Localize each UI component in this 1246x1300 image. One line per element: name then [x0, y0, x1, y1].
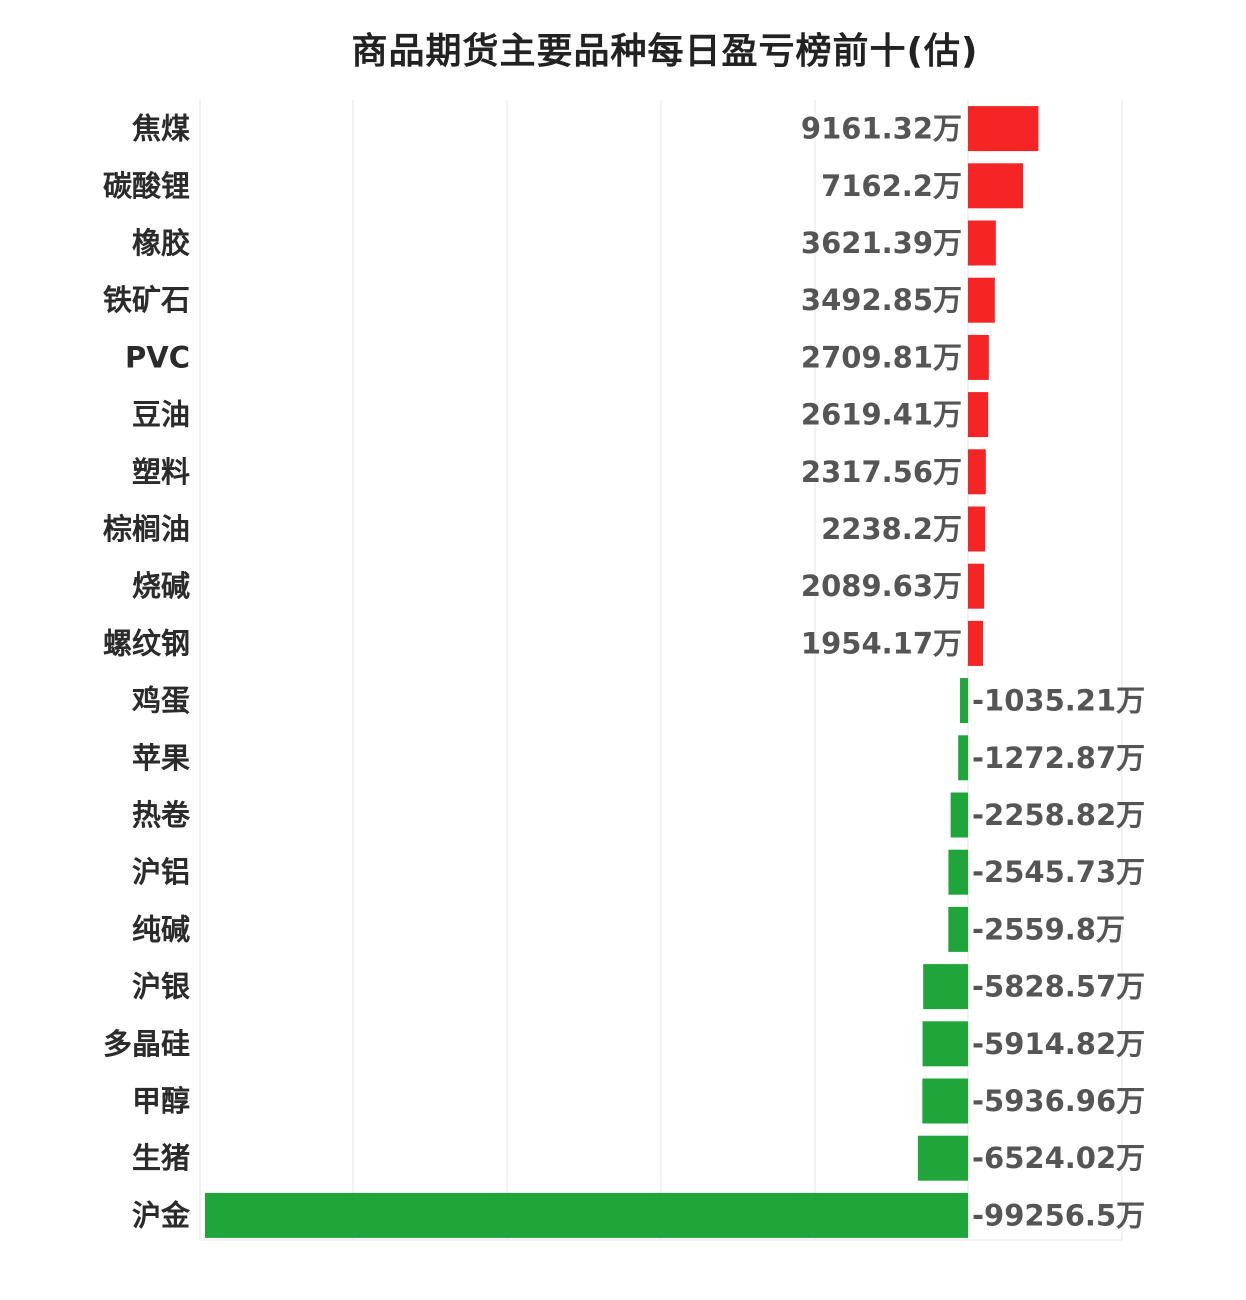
value-label: -5936.96万	[972, 1084, 1145, 1118]
bar-4	[968, 334, 989, 380]
category-label: PVC	[125, 340, 190, 374]
value-label: 2619.41万	[801, 398, 962, 432]
category-label: 生猪	[132, 1141, 190, 1175]
value-label: 3621.39万	[801, 226, 962, 260]
category-label: 豆油	[132, 398, 190, 432]
bar-3	[968, 277, 995, 323]
bar-7	[968, 506, 986, 552]
bar-18	[917, 1135, 968, 1181]
category-label: 螺纹钢	[103, 626, 190, 660]
value-label: 7162.2万	[821, 169, 962, 203]
chart-title: 商品期货主要品种每日盈亏榜前十(估)	[351, 31, 979, 72]
category-label: 橡胶	[132, 226, 190, 260]
value-label: -1272.87万	[972, 741, 1145, 775]
category-label: 棕榈油	[103, 512, 190, 546]
value-label: 2317.56万	[801, 455, 962, 489]
category-label: 碳酸锂	[103, 169, 190, 203]
bar-0	[968, 106, 1039, 152]
bar-6	[968, 449, 986, 495]
bar-16	[922, 1021, 968, 1067]
value-label: -6524.02万	[972, 1141, 1145, 1175]
value-label: -5828.57万	[972, 970, 1145, 1004]
category-label: 苹果	[132, 741, 190, 775]
category-label: 铁矿石	[103, 283, 190, 317]
value-label: -2258.82万	[972, 798, 1145, 832]
value-label: -1035.21万	[972, 684, 1145, 718]
category-label: 塑料	[132, 455, 190, 489]
bar-14	[948, 906, 968, 952]
grid-lines	[199, 100, 1123, 1241]
bar-19	[205, 1192, 968, 1238]
category-label: 鸡蛋	[132, 684, 190, 718]
category-label: 纯碱	[132, 912, 190, 946]
value-label: 2238.2万	[821, 512, 962, 546]
value-label: -99256.5万	[972, 1198, 1145, 1232]
bars	[205, 106, 1039, 1238]
category-label: 烧碱	[132, 569, 190, 603]
category-label: 多晶硅	[103, 1027, 190, 1061]
category-label: 沪铝	[132, 855, 190, 889]
bar-17	[922, 1078, 968, 1124]
value-label: 9161.32万	[801, 112, 962, 146]
value-labels: 9161.32万 7162.2万 3621.39万 3492.85万 2709.81万 2…	[801, 112, 1145, 1233]
category-label: 热卷	[132, 798, 191, 832]
value-label: -2545.73万	[972, 855, 1145, 889]
value-label: -2559.8万	[972, 912, 1125, 946]
bar-10	[960, 678, 968, 724]
value-label: 2709.81万	[801, 340, 962, 374]
value-label: 1954.17万	[801, 626, 962, 660]
value-label: -5914.82万	[972, 1027, 1145, 1061]
category-label: 甲醇	[132, 1084, 190, 1118]
bar-13	[948, 849, 968, 895]
bar-11	[958, 735, 968, 781]
value-label: 3492.85万	[801, 283, 962, 317]
bar-1	[968, 163, 1024, 209]
category-label: 焦煤	[132, 112, 190, 146]
value-label: 2089.63万	[801, 569, 962, 603]
bar-9	[968, 620, 984, 666]
bar-12	[950, 792, 968, 838]
bar-15	[923, 964, 968, 1010]
bar-5	[968, 392, 989, 438]
bar-8	[968, 563, 985, 609]
bar-2	[968, 220, 996, 266]
category-label: 沪金	[132, 1198, 191, 1232]
category-label: 沪银	[132, 970, 190, 1004]
